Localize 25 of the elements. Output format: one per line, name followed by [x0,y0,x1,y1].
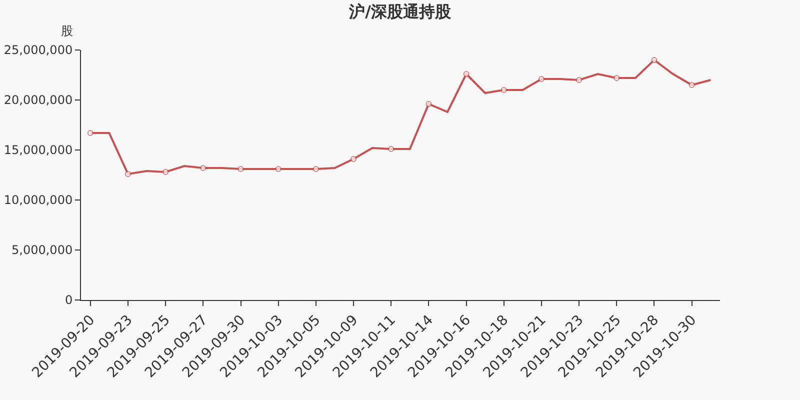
y-axis-title: 股 [61,24,73,38]
point [500,87,507,93]
point [275,166,282,172]
point [238,166,244,172]
y-tick-label: 20,000,000 [4,93,73,108]
point [651,57,658,63]
point [426,101,432,107]
y-tick-label: 15,000,000 [4,143,73,158]
point [688,82,695,88]
y-tick-label: 5,000,000 [12,243,73,258]
point [312,166,319,172]
point [614,75,620,81]
point [162,169,169,175]
point [463,71,470,77]
chart-title: 沪/深股通持股 [348,2,452,22]
point [87,130,94,136]
point [350,156,357,162]
point [124,171,131,177]
point [576,77,582,83]
y-tick-label: 0 [64,293,73,308]
y-tick-label: 25,000,000 [4,43,73,58]
point [538,76,544,82]
point [200,165,206,171]
point [388,146,394,152]
y-tick-label: 10,000,000 [4,193,73,208]
